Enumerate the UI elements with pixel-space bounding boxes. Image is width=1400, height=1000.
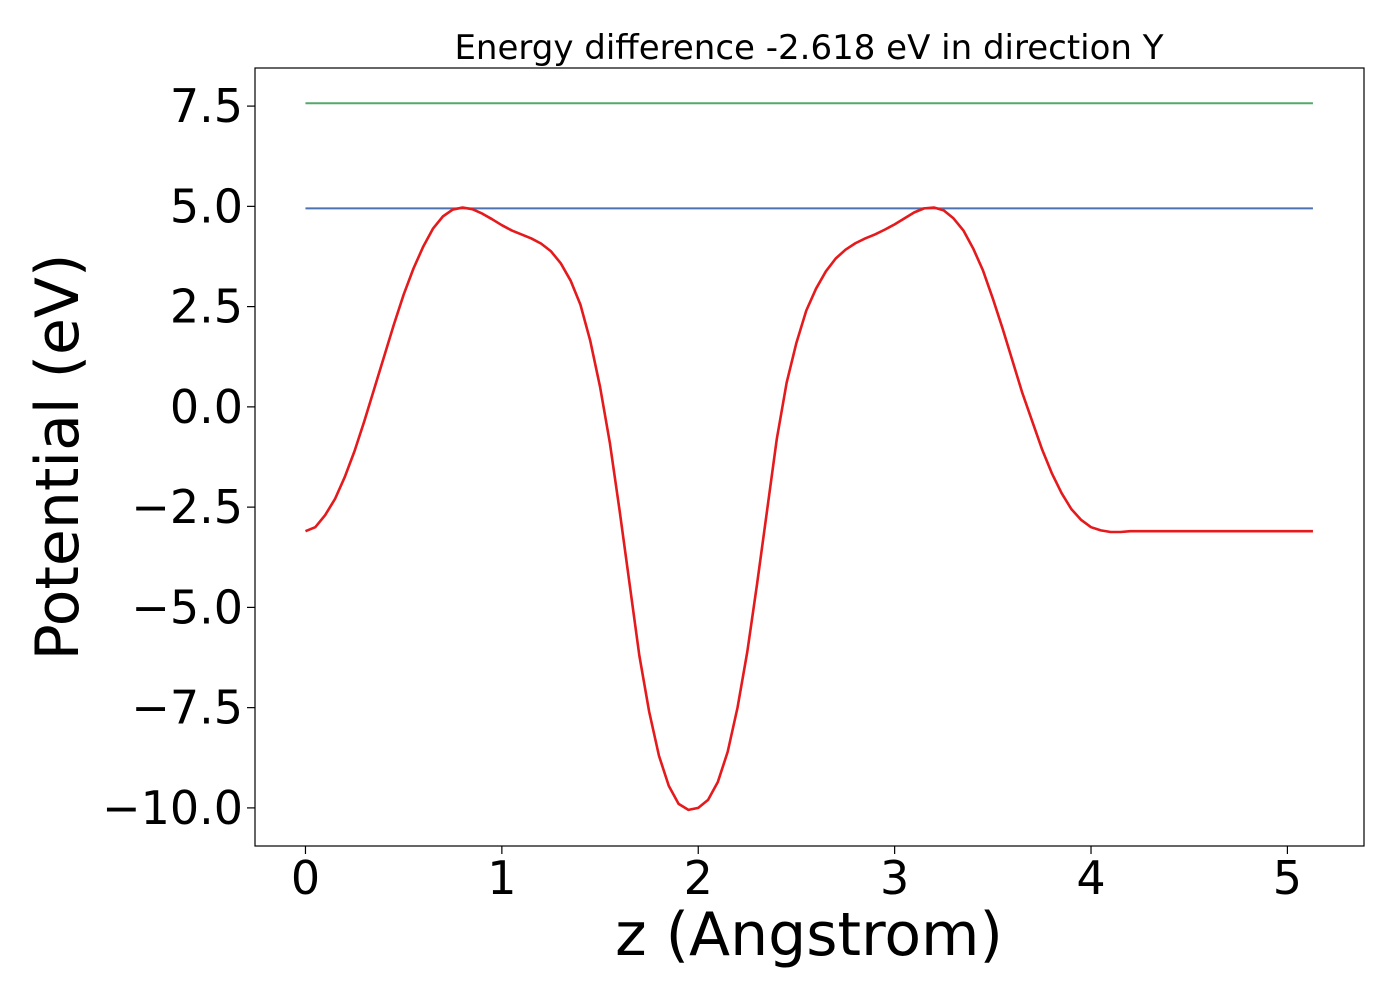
y-tick-label: −10.0	[102, 781, 243, 835]
plot-area	[304, 102, 1313, 812]
x-tick-label: 2	[684, 851, 713, 905]
x-tick-label: 1	[487, 851, 516, 905]
x-tick-label: 3	[880, 851, 909, 905]
x-tick-label: 4	[1076, 851, 1105, 905]
y-tick-label: −7.5	[131, 681, 243, 735]
y-axis-label: Potential (eV)	[23, 254, 93, 661]
y-tick-label: 7.5	[170, 79, 243, 133]
series-line-2	[304, 206, 1313, 812]
y-axis: 7.5 5.0 2.5 0.0 −2.5 −5.0 −7.5 −10.0	[102, 79, 255, 835]
y-tick-label: −2.5	[131, 480, 243, 534]
y-tick-label: −5.0	[131, 580, 243, 634]
chart-title: Energy difference -2.618 eV in direction…	[454, 28, 1163, 68]
y-tick-label: 2.5	[170, 280, 243, 334]
y-tick-label: 0.0	[170, 380, 243, 434]
x-tick-label: 0	[291, 851, 320, 905]
y-tick-label: 5.0	[170, 179, 243, 233]
x-axis: 0 1 2 3 4 5	[291, 846, 1302, 905]
axes-frame	[254, 67, 1365, 847]
x-tick-label: 5	[1273, 851, 1302, 905]
x-axis-label: z (Angstrom)	[615, 900, 1003, 970]
